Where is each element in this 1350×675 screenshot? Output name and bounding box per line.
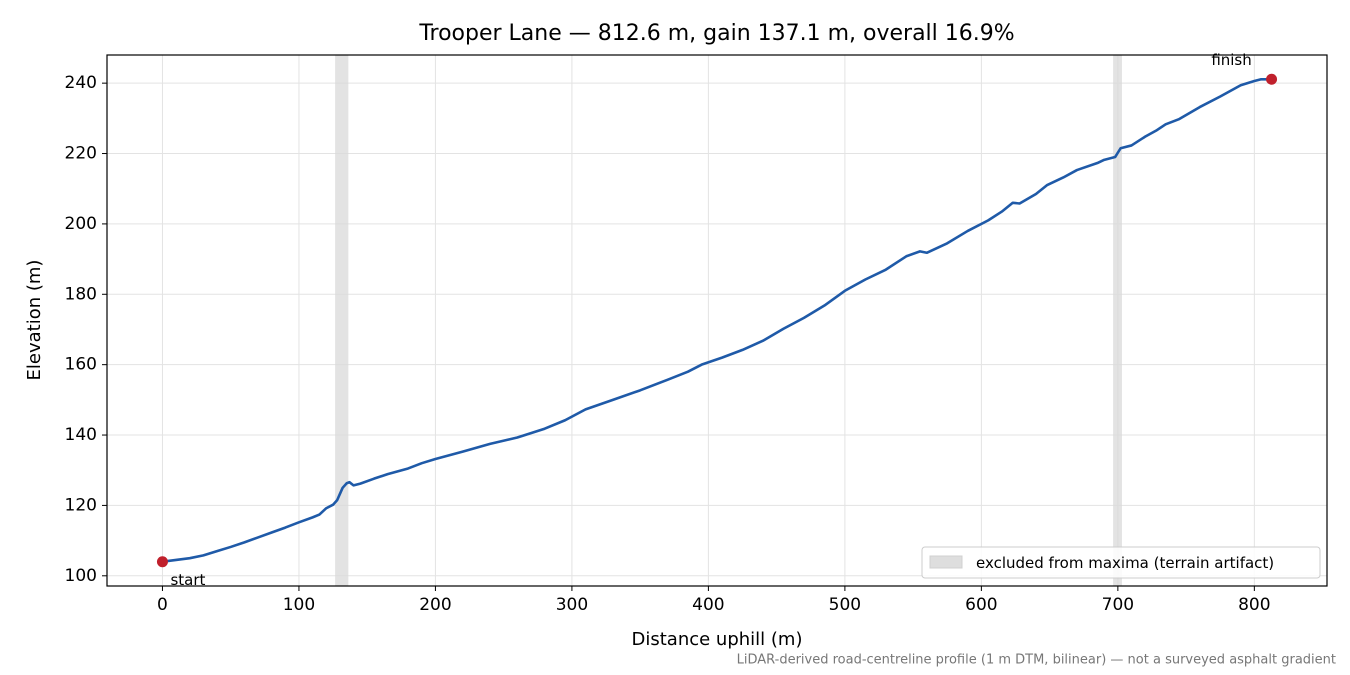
endpoint-marker (1266, 73, 1278, 85)
y-tick-label: 240 (65, 73, 97, 93)
y-tick-label: 100 (65, 566, 97, 586)
legend-box (921, 546, 1321, 579)
chart-title: Trooper Lane — 812.6 m, gain 137.1 m, ov… (418, 21, 1014, 46)
y-tick-label: 140 (65, 425, 97, 445)
x-tick-label: 400 (692, 595, 724, 615)
endpoint-marker (156, 556, 168, 568)
x-tick-label: 800 (1238, 595, 1270, 615)
y-axis-label: Elevation (m) (24, 260, 45, 381)
x-tick-label: 300 (556, 595, 588, 615)
excluded-band (335, 55, 349, 586)
legend-swatch (929, 555, 963, 569)
y-tick-label: 180 (65, 284, 97, 304)
legend-label: excluded from maxima (terrain artifact) (976, 554, 1274, 572)
excluded-band (1113, 55, 1122, 586)
footnote: LiDAR-derived road-centreline profile (1… (737, 653, 1336, 668)
x-tick-label: 0 (157, 595, 168, 615)
y-tick-label: 220 (65, 144, 97, 164)
x-axis-label: Distance uphill (m) (632, 629, 803, 650)
y-tick-label: 200 (65, 214, 97, 234)
elevation-line (162, 77, 1272, 564)
y-tick-label: 160 (65, 355, 97, 375)
x-tick-label: 500 (829, 595, 861, 615)
x-tick-label: 600 (965, 595, 997, 615)
x-tick-label: 700 (1102, 595, 1134, 615)
plot-frame (106, 54, 1328, 587)
marker-label: start (170, 571, 205, 589)
y-tick-label: 120 (65, 495, 97, 515)
x-tick-label: 200 (419, 595, 451, 615)
x-tick-label: 100 (283, 595, 315, 615)
marker-label: finish (1211, 51, 1251, 69)
